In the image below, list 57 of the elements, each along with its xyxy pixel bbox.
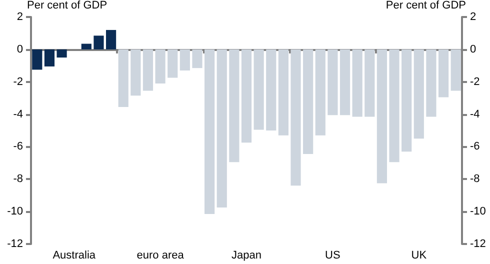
bar <box>303 49 314 154</box>
y-tick-label: -6 <box>13 140 23 153</box>
bar <box>364 49 375 117</box>
bar <box>180 49 190 71</box>
x-tick-label: US <box>325 250 340 262</box>
bar <box>32 49 42 70</box>
bar <box>426 49 436 117</box>
bar <box>44 49 55 66</box>
y-tick-label: -10 <box>7 206 23 218</box>
bar <box>290 49 301 186</box>
y2-tick-label: -10 <box>470 206 486 218</box>
y-tick-label: 2 <box>16 11 23 23</box>
y-tick-label: -12 <box>7 238 23 250</box>
bar <box>278 49 288 136</box>
bar <box>438 49 449 98</box>
bar <box>450 49 461 91</box>
bar <box>106 30 116 50</box>
x-tick-label: UK <box>411 250 428 262</box>
bar <box>229 49 240 162</box>
x-tick-label: euro area <box>136 250 185 262</box>
bar <box>414 49 424 139</box>
bar <box>94 36 104 50</box>
x-tick-label: Japan <box>232 250 262 262</box>
y2-tick-label: -6 <box>470 140 480 153</box>
bar <box>192 49 202 68</box>
bar <box>389 49 400 162</box>
x-tick-label: Australia <box>52 250 96 262</box>
y2-tick-label: 2 <box>470 11 476 23</box>
bar <box>376 49 388 184</box>
bar <box>352 49 362 117</box>
y2-tick-label: -2 <box>470 76 480 88</box>
bar <box>328 49 338 116</box>
bar <box>155 49 166 84</box>
bar <box>402 49 412 152</box>
bar <box>118 49 128 107</box>
bar <box>241 49 252 143</box>
bar <box>254 49 264 130</box>
y2-tick-label: 0 <box>470 43 476 56</box>
y2-axis-title: Per cent of GDP <box>386 0 466 12</box>
bar <box>315 49 326 136</box>
bar <box>266 49 276 130</box>
y-tick-label: 0 <box>16 43 23 56</box>
y2-tick-label: -4 <box>470 108 480 120</box>
y2-tick-label: -8 <box>470 173 480 186</box>
bar <box>81 44 92 50</box>
y-tick-label: -4 <box>13 108 23 120</box>
bar <box>130 49 141 96</box>
y2-tick-label: -12 <box>470 238 486 250</box>
bar <box>216 49 227 208</box>
y-tick-label: -8 <box>13 173 23 186</box>
bar <box>168 49 178 78</box>
y-axis-title: Per cent of GDP <box>27 0 108 12</box>
y-tick-label: -2 <box>13 76 23 88</box>
bar <box>56 49 67 58</box>
bar <box>204 49 215 214</box>
bar <box>142 49 154 91</box>
bar <box>340 49 350 116</box>
